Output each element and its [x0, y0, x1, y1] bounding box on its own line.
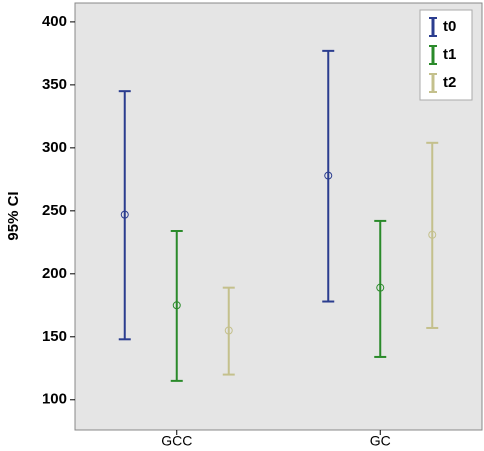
error-bar — [222, 286, 235, 376]
y-tick-label: 300 — [42, 139, 67, 156]
error-bar — [322, 49, 335, 303]
y-tick-label: 200 — [42, 265, 67, 282]
legend-label: t2 — [443, 74, 456, 91]
mean-marker — [324, 171, 333, 180]
mean-marker — [172, 301, 181, 310]
legend-label: t1 — [443, 46, 456, 63]
x-tick-label: GC — [370, 433, 391, 449]
mean-marker — [120, 210, 129, 219]
y-tick-label: 250 — [42, 202, 67, 219]
y-tick-label: 350 — [42, 76, 67, 93]
y-tick-label: 150 — [42, 328, 67, 345]
y-axis-label: 95% CI — [5, 191, 22, 240]
mean-marker — [376, 283, 385, 292]
legend-box — [419, 9, 473, 101]
error-bar — [374, 219, 387, 358]
y-tick-label: 100 — [42, 391, 67, 408]
legend-label: t0 — [443, 18, 456, 35]
x-tick-label: GCC — [161, 433, 192, 449]
mean-marker — [428, 230, 437, 239]
error-bar — [170, 229, 183, 382]
mean-marker — [224, 326, 233, 335]
plot-area — [74, 2, 483, 431]
error-bar — [118, 90, 131, 341]
error-bar — [426, 141, 439, 329]
y-tick-label: 400 — [42, 13, 67, 30]
